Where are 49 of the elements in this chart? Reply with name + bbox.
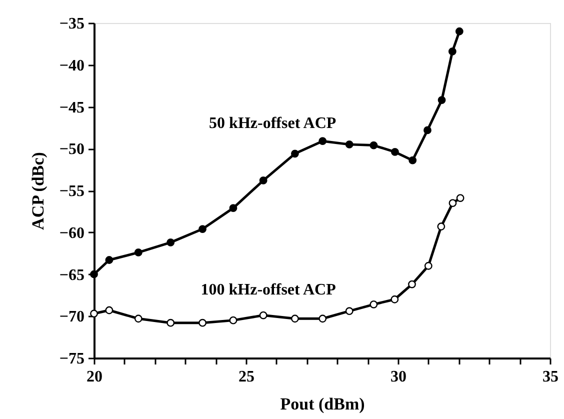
point: [455, 27, 464, 36]
y-tick-label: −60: [59, 224, 84, 242]
point: [390, 295, 399, 304]
x-tick-label: 30: [390, 368, 406, 386]
y-axis-title: ACP (dBc): [28, 152, 48, 230]
y-tick-label: −75: [59, 350, 84, 368]
series-label: 50 kHz-offset ACP: [209, 115, 336, 132]
series-label: 100 kHz-offset ACP: [200, 281, 336, 298]
point: [105, 256, 114, 264]
y-tick-label: −50: [59, 141, 84, 158]
point: [229, 316, 238, 324]
point: [424, 126, 432, 134]
x-axis-title: Pout (dBm): [280, 394, 365, 414]
y-tick-label: −70: [59, 308, 84, 326]
point: [290, 150, 299, 158]
point: [408, 156, 417, 164]
point: [448, 48, 456, 56]
point: [259, 311, 268, 320]
point: [318, 137, 327, 146]
point: [408, 280, 416, 288]
point: [370, 300, 378, 308]
point: [290, 314, 299, 323]
point: [134, 248, 142, 256]
point: [166, 238, 175, 246]
point: [391, 148, 399, 156]
point: [198, 225, 206, 233]
y-tick-label: −55: [59, 183, 84, 200]
point: [198, 318, 206, 327]
point: [166, 318, 175, 327]
point: [437, 222, 446, 230]
point: [105, 306, 114, 314]
point: [448, 199, 457, 208]
point: [229, 204, 238, 212]
point: [370, 141, 378, 150]
point: [134, 314, 142, 323]
x-tick-label: 35: [542, 368, 558, 386]
point: [438, 96, 446, 104]
point: [345, 140, 354, 148]
x-tick-label: 20: [86, 368, 102, 386]
point: [345, 307, 354, 316]
point: [456, 194, 464, 202]
x-tick-label: 25: [238, 368, 254, 386]
point: [259, 176, 268, 184]
y-tick-label: −40: [59, 57, 84, 74]
point: [318, 314, 327, 323]
y-tick-label: −65: [59, 266, 84, 284]
point: [424, 262, 432, 270]
y-tick-label: −45: [59, 99, 84, 116]
y-tick-label: −35: [59, 16, 84, 32]
